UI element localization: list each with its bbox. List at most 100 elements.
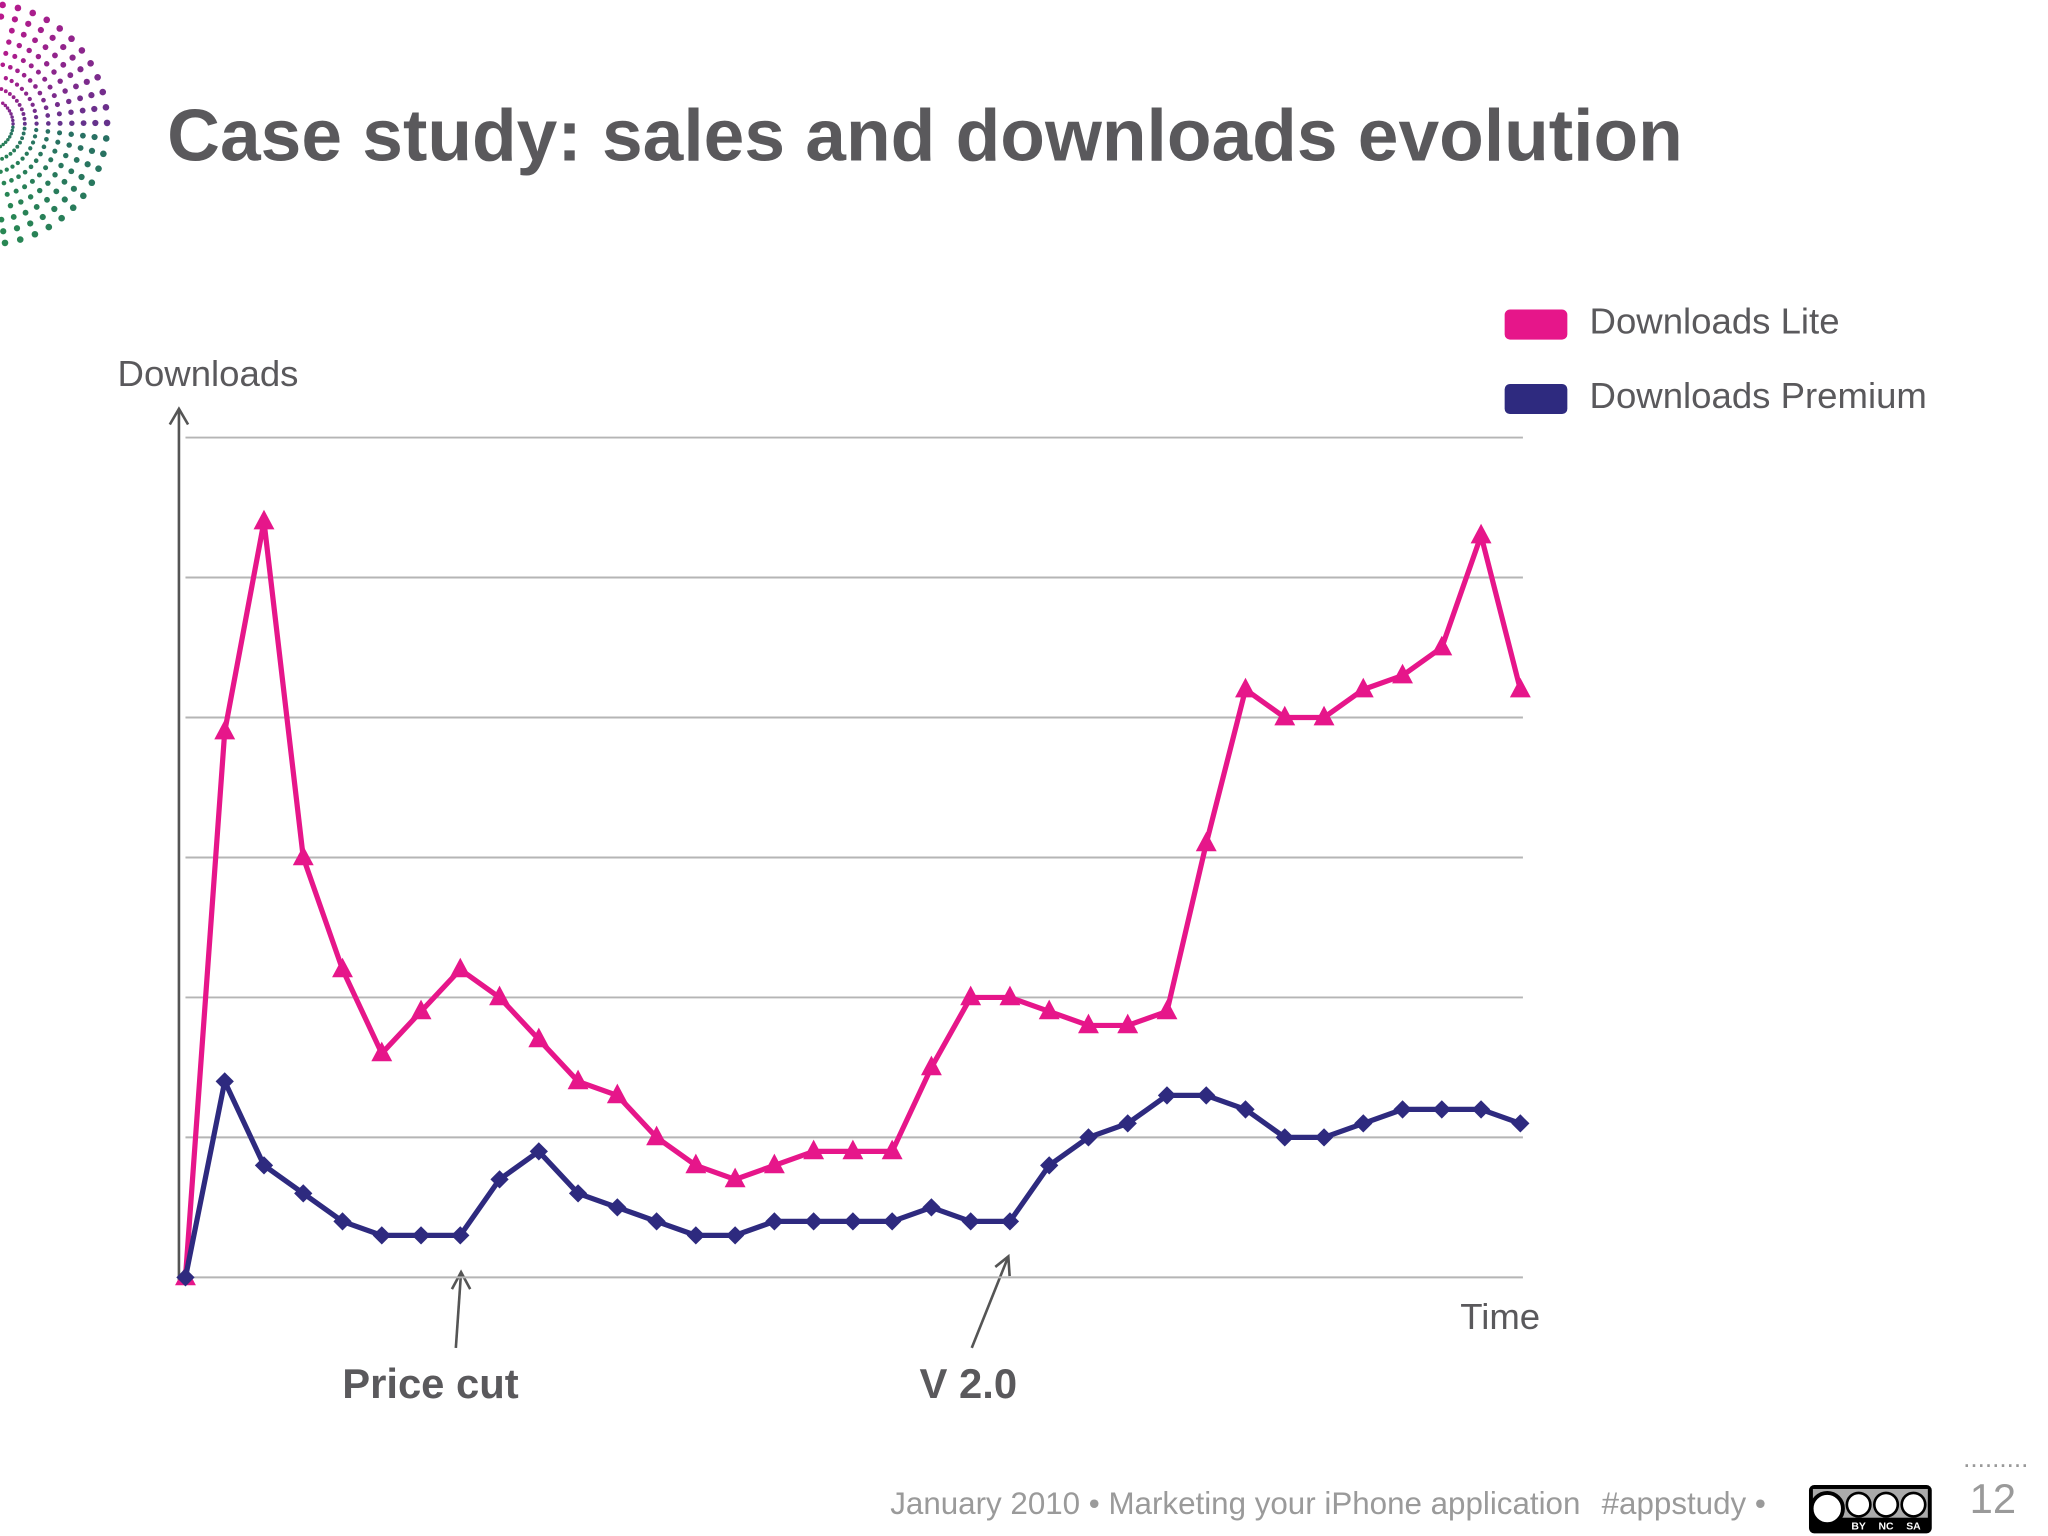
logo-dot: [20, 136, 25, 141]
logo-dot: [33, 204, 40, 210]
logo-dot: [42, 44, 49, 51]
logo-dot: [21, 72, 27, 78]
marker: [1078, 1013, 1099, 1034]
series-line: [182, 518, 1523, 1278]
marker: [1393, 1100, 1412, 1119]
logo-dot: [1, 239, 9, 247]
annotation: V 2.0: [920, 1360, 1018, 1407]
logo-dot: [0, 62, 6, 68]
logo-dot: [15, 68, 20, 74]
logo-dot: [61, 196, 68, 203]
marker: [920, 1055, 942, 1076]
legend-label: Downloads Premium: [1590, 375, 1927, 416]
logo-dot: [22, 126, 27, 131]
logo-dot: [33, 115, 39, 120]
logo-dot: [70, 185, 78, 192]
logo-dot: [45, 121, 51, 126]
logo-dot: [26, 47, 32, 54]
logo-dot: [45, 129, 51, 134]
logo-dot: [30, 140, 36, 145]
marker: [1000, 1212, 1020, 1231]
logo-dot: [45, 223, 53, 231]
logo-dot: [3, 140, 8, 145]
marker: [606, 1083, 628, 1104]
logo-dot: [29, 178, 35, 184]
logo-dot: [48, 157, 54, 163]
marker: [1509, 677, 1531, 698]
logo-dot: [73, 83, 79, 90]
logo-dot: [0, 13, 5, 20]
logo-dot: [13, 225, 21, 232]
logo-dot: [20, 58, 26, 64]
marker: [292, 845, 314, 866]
marker: [803, 1139, 825, 1160]
logo-dot: [56, 111, 62, 117]
logo-dot: [5, 106, 10, 110]
marker: [332, 957, 353, 978]
logo-dot: [52, 148, 58, 154]
logo-dot: [11, 16, 19, 23]
logo-dot: [43, 16, 51, 24]
legend-swatch: [1504, 384, 1568, 415]
marker: [1314, 1128, 1334, 1147]
logo-dot: [84, 161, 91, 168]
footer-hashtag: #appstudy •: [1602, 1486, 1766, 1521]
logo-dot: [39, 213, 46, 221]
logo-dot: [29, 9, 37, 17]
marker: [1431, 635, 1453, 656]
logo-dot: [35, 69, 41, 75]
marker: [999, 985, 1021, 1006]
marker: [843, 1212, 863, 1231]
logo-dot: [0, 144, 3, 149]
logo-dot: [10, 128, 14, 133]
logo-dot: [99, 88, 107, 96]
marker: [1354, 1114, 1373, 1133]
marker: [215, 1072, 234, 1091]
logo-dot: [30, 102, 35, 107]
logo-dot: [15, 144, 20, 149]
logo-dot: [35, 53, 42, 60]
marker: [960, 985, 982, 1006]
logo-dot: [37, 90, 43, 96]
logo-dot: [34, 127, 39, 133]
logo-dot: [32, 37, 38, 44]
logo-dot: [12, 53, 18, 59]
logo-dot: [27, 78, 33, 83]
logo-dot: [61, 178, 68, 185]
logo-dot: [22, 209, 29, 216]
marker: [1470, 523, 1492, 544]
license-label: NC: [1879, 1522, 1895, 1533]
logo-dot: [16, 174, 21, 180]
logo-dot: [80, 120, 87, 127]
marker: [333, 1212, 352, 1231]
logo-dot: [24, 151, 29, 156]
logo-dot: [25, 20, 32, 27]
logo-dot: [103, 119, 111, 127]
logo-dot: [14, 82, 20, 87]
logo-dot: [54, 102, 60, 108]
logo-dot: [92, 119, 99, 127]
logo-dot: [77, 145, 84, 151]
marker: [1392, 663, 1413, 684]
logo-dot: [28, 164, 34, 170]
logo-dot: [21, 112, 26, 116]
logo-dot: [68, 35, 75, 43]
logo-dot: [57, 78, 63, 84]
logo-dot: [60, 61, 67, 68]
logo-dot: [10, 214, 17, 220]
logo-dot: [80, 192, 87, 200]
logo-dot: [22, 169, 28, 175]
logo-dot: [32, 134, 38, 139]
logo-dot: [77, 66, 84, 73]
logo-dot: [69, 120, 75, 126]
slide-title: Case study: sales and downloads evolutio…: [167, 95, 1683, 176]
logo-dot: [10, 164, 15, 169]
y-axis: [168, 406, 190, 1280]
annotation-arrow: [450, 1253, 1011, 1349]
marker: [842, 1139, 864, 1160]
legend-swatch: [1504, 309, 1568, 340]
logo-dot: [11, 122, 15, 126]
logo-dot: [33, 158, 39, 164]
logo-dot: [56, 25, 64, 32]
logo-dot: [0, 228, 7, 235]
